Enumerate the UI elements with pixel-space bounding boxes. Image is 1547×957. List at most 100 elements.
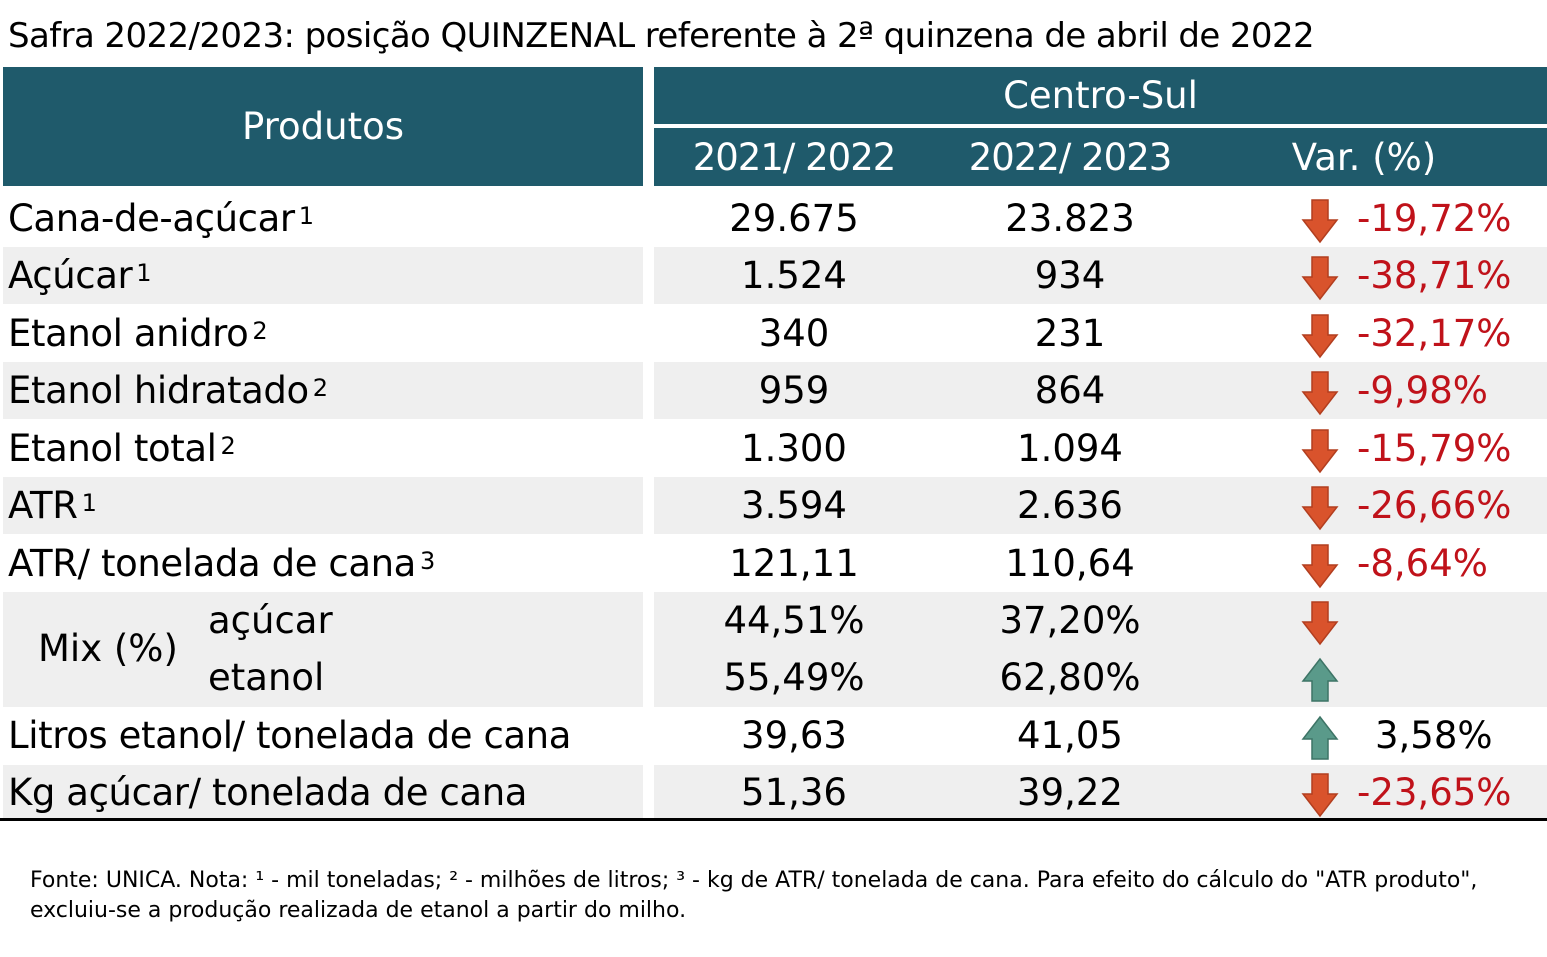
- value-2021-2022: 121,11: [729, 542, 859, 585]
- value-2021-2022: 340: [758, 312, 830, 355]
- mix-etanol-2021: 55,49%: [723, 656, 865, 699]
- stripe: [3, 362, 643, 419]
- row-label: Etanol total 2: [8, 420, 236, 477]
- stripe: [654, 362, 1547, 419]
- footnote-marker: 2: [312, 374, 328, 402]
- header-col-2021: 2021/ 2022 2022/ 2023 Var. (%): [654, 128, 1547, 186]
- mix-acucar-var: [1300, 592, 1547, 649]
- kg-2021: 51,36: [741, 771, 847, 814]
- mix-acucar-2021: 44,51%: [723, 599, 865, 642]
- arrow-down-icon: [1300, 420, 1340, 477]
- variation-value: -32,17%: [1357, 312, 1512, 355]
- variation-value: -15,79%: [1357, 427, 1512, 470]
- row-label-text: Etanol total: [8, 427, 217, 470]
- footnote-marker: 3: [419, 547, 435, 575]
- row-label-text: Etanol anidro: [8, 312, 249, 355]
- variation-value: -38,71%: [1357, 254, 1512, 297]
- mix-etanol-var: [1300, 649, 1547, 706]
- stripe: [3, 247, 643, 304]
- row-label: Etanol anidro 2: [8, 305, 268, 362]
- variation: -9,98%: [1300, 362, 1547, 419]
- arrow-down-icon: [1300, 362, 1340, 419]
- value-2022-2023: 934: [1034, 254, 1106, 297]
- footnote-marker: 2: [220, 432, 236, 460]
- stripe: [654, 765, 1547, 819]
- litros-label: Litros etanol/ tonelada de cana: [8, 714, 571, 757]
- value-2022-2023: 110,64: [1005, 542, 1135, 585]
- header-col2-label: 2022/ 2023: [968, 135, 1173, 179]
- value-2021-2022: 1.300: [741, 427, 847, 470]
- variation-value: -9,98%: [1357, 369, 1488, 412]
- value-2021-2022: 3.594: [741, 484, 847, 527]
- mix-etanol-label: etanol: [208, 656, 325, 699]
- row-label-text: ATR: [8, 484, 78, 527]
- arrow-down-icon: [1300, 477, 1340, 534]
- page-title: Safra 2022/2023: posição QUINZENAL refer…: [8, 16, 1315, 56]
- header-col1-label: 2021/ 2022: [692, 135, 897, 179]
- footnote-marker: 2: [252, 317, 268, 345]
- arrow-down-icon: [1300, 247, 1340, 304]
- arrow-down-icon: [1300, 592, 1340, 649]
- footnote-marker: 1: [298, 202, 314, 230]
- value-2022-2023: 1.094: [1017, 427, 1123, 470]
- header-region-label: Centro-Sul: [1003, 74, 1198, 117]
- litros-2022: 41,05: [1017, 714, 1123, 757]
- value-2022-2023: 231: [1034, 312, 1106, 355]
- row-label: Etanol hidratado 2: [8, 362, 328, 419]
- stripe: [654, 247, 1547, 304]
- row-label-text: Etanol hidratado: [8, 369, 309, 412]
- arrow-down-icon: [1300, 305, 1340, 362]
- row-label: Cana-de-açúcar 1: [8, 190, 314, 247]
- mix-etanol-2022: 62,80%: [999, 656, 1141, 699]
- variation: -38,71%: [1300, 247, 1547, 304]
- bottom-rule: [0, 818, 1547, 821]
- litros-2021: 39,63: [741, 714, 847, 757]
- footnote: Fonte: UNICA. Nota: ¹ - mil toneladas; ²…: [30, 868, 1478, 923]
- arrow-down-icon: [1300, 535, 1340, 592]
- stripe: [654, 477, 1547, 534]
- variation-value: -8,64%: [1357, 542, 1488, 585]
- value-2021-2022: 1.524: [741, 254, 847, 297]
- variation: -26,66%: [1300, 477, 1547, 534]
- variation: -8,64%: [1300, 535, 1547, 592]
- value-2022-2023: 23.823: [1005, 197, 1135, 240]
- litros-var: 3,58%: [1300, 707, 1547, 764]
- arrow-up-icon: [1300, 649, 1340, 706]
- header-region: Centro-Sul: [654, 67, 1547, 124]
- value-2021-2022: 959: [758, 369, 830, 412]
- row-label: Açúcar 1: [8, 247, 152, 304]
- kg-var-value: -23,65%: [1357, 771, 1512, 814]
- stripe: [3, 765, 643, 819]
- variation-value: -19,72%: [1357, 197, 1512, 240]
- mix-acucar-label: açúcar: [208, 599, 333, 642]
- mix-label: Mix (%): [38, 627, 178, 670]
- row-label: ATR 1: [8, 477, 97, 534]
- footnote-marker: 1: [81, 489, 97, 517]
- header-produtos: Produtos: [3, 67, 643, 186]
- value-2022-2023: 2.636: [1017, 484, 1123, 527]
- stripe: [3, 592, 643, 707]
- row-label-text: Cana-de-açúcar: [8, 197, 295, 240]
- stripe: [654, 592, 1547, 707]
- mix-acucar-2022: 37,20%: [999, 599, 1141, 642]
- row-label-text: Açúcar: [8, 254, 133, 297]
- footnote-marker: 1: [136, 259, 152, 287]
- kg-2022: 39,22: [1017, 771, 1123, 814]
- variation: -19,72%: [1300, 190, 1547, 247]
- row-label-text: ATR/ tonelada de cana: [8, 542, 416, 585]
- row-label: ATR/ tonelada de cana 3: [8, 535, 435, 592]
- kg-var: -23,65%: [1300, 764, 1547, 821]
- value-2022-2023: 864: [1034, 369, 1106, 412]
- header-produtos-label: Produtos: [241, 105, 405, 148]
- stripe: [3, 477, 643, 534]
- variation: -15,79%: [1300, 420, 1547, 477]
- arrow-down-icon: [1300, 764, 1340, 821]
- variation-value: -26,66%: [1357, 484, 1512, 527]
- header-col3-label: Var. (%): [1291, 135, 1437, 179]
- value-2021-2022: 29.675: [729, 197, 859, 240]
- arrow-up-icon: [1300, 707, 1340, 764]
- kg-label: Kg açúcar/ tonelada de cana: [8, 771, 528, 814]
- arrow-down-icon: [1300, 190, 1340, 247]
- variation: -32,17%: [1300, 305, 1547, 362]
- litros-var-value: 3,58%: [1375, 714, 1493, 757]
